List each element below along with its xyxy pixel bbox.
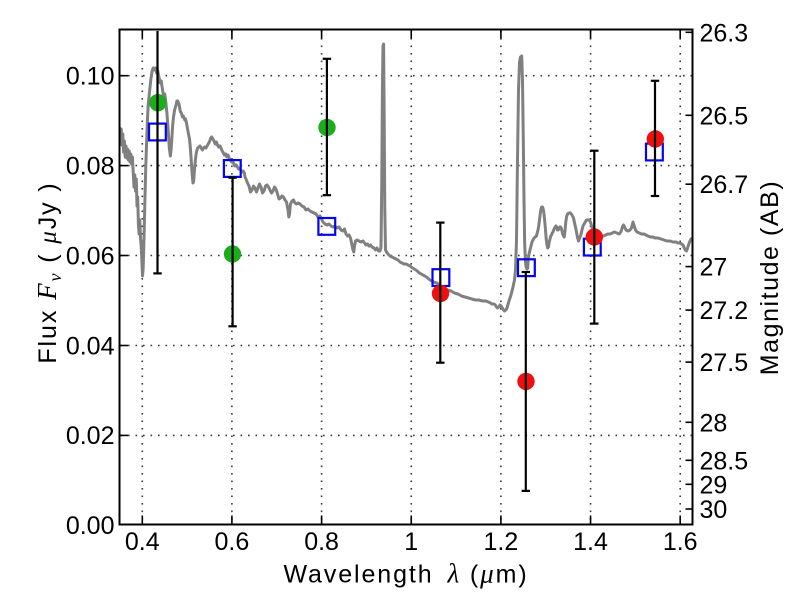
svg-text:28: 28 xyxy=(700,409,728,437)
svg-text:Wavelength λ (μm): Wavelength λ (μm) xyxy=(283,559,528,589)
svg-text:Flux Fν ( μJy ): Flux Fν ( μJy ) xyxy=(32,181,65,363)
svg-text:27: 27 xyxy=(700,254,728,282)
svg-text:1.2: 1.2 xyxy=(484,528,519,556)
svg-text:29: 29 xyxy=(700,471,728,499)
svg-text:28.5: 28.5 xyxy=(700,447,749,475)
svg-text:0.08: 0.08 xyxy=(66,152,115,180)
svg-text:26.7: 26.7 xyxy=(700,171,749,199)
svg-text:0.6: 0.6 xyxy=(215,528,250,556)
svg-text:1.6: 1.6 xyxy=(663,528,698,556)
svg-text:0.02: 0.02 xyxy=(66,422,115,450)
svg-text:0.06: 0.06 xyxy=(66,242,115,270)
svg-text:0.8: 0.8 xyxy=(304,528,339,556)
svg-text:26.3: 26.3 xyxy=(700,19,749,47)
svg-text:27.2: 27.2 xyxy=(700,297,749,325)
svg-text:1: 1 xyxy=(404,528,418,556)
svg-text:0.10: 0.10 xyxy=(66,63,115,91)
svg-text:27.5: 27.5 xyxy=(700,349,749,377)
svg-text:0.04: 0.04 xyxy=(66,332,115,360)
svg-text:0.4: 0.4 xyxy=(125,528,160,556)
svg-text:30: 30 xyxy=(700,496,728,524)
svg-text:26.5: 26.5 xyxy=(700,102,749,130)
svg-text:1.4: 1.4 xyxy=(573,528,608,556)
svg-text:Magnitude (AB): Magnitude (AB) xyxy=(756,180,784,375)
svg-text:0.00: 0.00 xyxy=(66,512,115,540)
